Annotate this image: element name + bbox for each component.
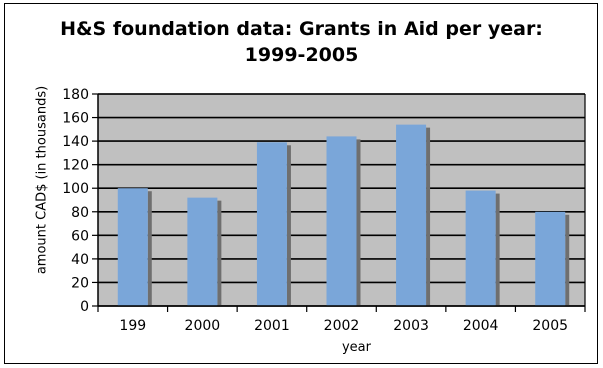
bar-2000 [187,197,218,306]
y-tick-label-140: 140 [62,134,89,150]
x-tick-label-199: 199 [119,318,146,334]
bar-shadow-2001 [286,145,291,306]
y-tick-label-0: 0 [80,299,89,315]
x-tick-label-2004: 2004 [463,318,499,334]
x-tick-label-2005: 2005 [532,318,568,334]
y-tick-label-60: 60 [71,228,89,244]
x-tick-label-2003: 2003 [393,318,429,334]
bar-2004 [465,190,496,306]
bar-shadow-2004 [495,193,500,306]
y-tick-label-20: 20 [71,275,89,291]
chart-title: H&S foundation data: Grants in Aid per y… [0,16,603,68]
y-tick-label-180: 180 [62,87,89,103]
y-tick-label-80: 80 [71,205,89,221]
chart-title-line-1: H&S foundation data: Grants in Aid per y… [60,18,543,40]
bar-shadow-2002 [356,139,361,306]
y-tick-label-40: 40 [71,252,89,268]
y-tick-label-120: 120 [62,158,89,174]
x-tick-label-2000: 2000 [185,318,221,334]
x-tick-label-2001: 2001 [254,318,290,334]
bar-2005 [535,211,566,306]
bar-shadow-2000 [217,200,222,306]
bar-shadow-199 [147,191,152,306]
bar-199 [117,188,148,306]
bar-2002 [326,136,357,306]
x-tick-label-2002: 2002 [324,318,360,334]
y-tick-label-100: 100 [62,181,89,197]
bar-shadow-2003 [426,127,431,306]
bar-2001 [256,142,287,306]
bar-2003 [396,124,427,306]
y-tick-label-160: 160 [62,111,89,127]
chart-title-line-2: 1999-2005 [244,44,359,66]
bar-shadow-2005 [565,214,570,306]
x-axis-label: year [341,340,371,355]
